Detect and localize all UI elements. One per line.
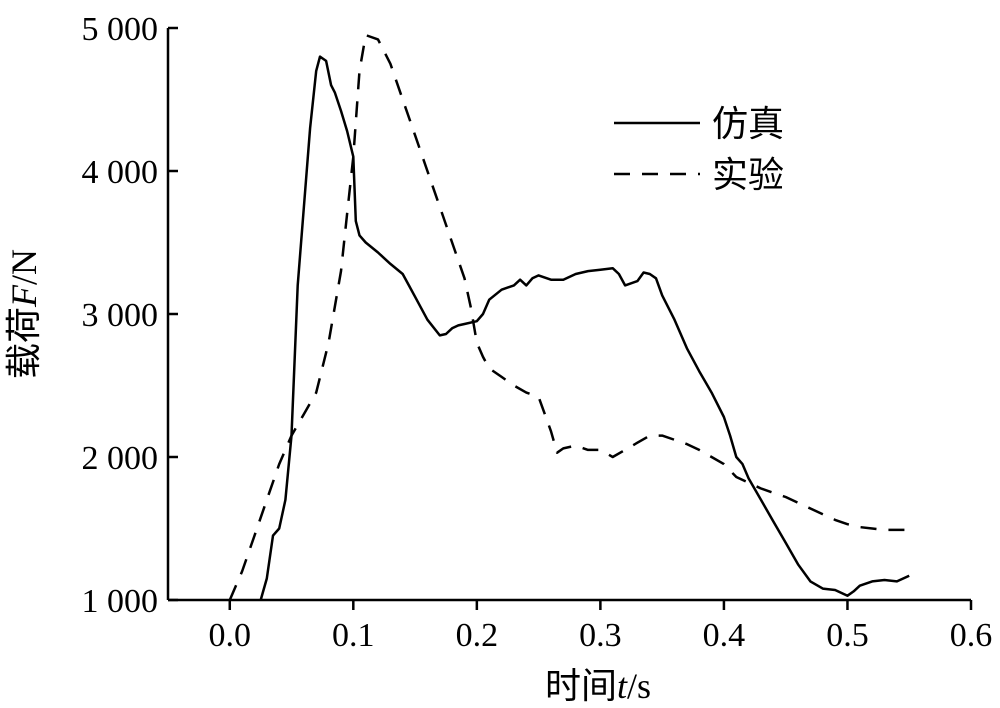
y-axis-title-prefix: 载荷 (4, 307, 44, 379)
y-tick-label: 3 000 (82, 297, 159, 334)
series-line-exp (228, 33, 910, 601)
legend-label-sim: 仿真 (712, 104, 784, 144)
y-axis-title: 载荷F/N (4, 249, 44, 379)
x-tick-label: 0.5 (826, 617, 869, 654)
y-axis-title-unit: /N (4, 249, 44, 285)
legend-label-exp: 实验 (712, 155, 784, 195)
y-tick-label: 4 000 (82, 154, 159, 191)
x-tick-label: 0.3 (579, 617, 622, 654)
y-axis-title-var: F (4, 284, 44, 308)
y-tick-label: 1 000 (82, 583, 159, 620)
series-line-sim (259, 55, 910, 601)
x-axis-title: 时间t/s (545, 666, 651, 706)
axes (166, 28, 971, 602)
x-tick-label: 0.2 (456, 617, 499, 654)
x-tick-label: 0.0 (209, 617, 252, 654)
x-tick-label: 0.1 (332, 617, 375, 654)
ticks: 0.0 0.1 0.2 0.3 0.4 0.5 0.6 1 000 2 000 3 000 4 00… (82, 11, 993, 654)
y-tick-label: 2 000 (82, 440, 159, 477)
x-axis-title-var: t (617, 666, 628, 706)
x-axis-title-unit: /s (627, 666, 651, 706)
x-tick-label: 0.4 (703, 617, 746, 654)
legend: 仿真 实验 (614, 104, 784, 195)
x-axis-title-prefix: 时间 (545, 666, 617, 706)
x-tick-label: 0.6 (950, 617, 993, 654)
y-tick-label: 5 000 (82, 11, 159, 48)
series-layer (228, 33, 910, 601)
